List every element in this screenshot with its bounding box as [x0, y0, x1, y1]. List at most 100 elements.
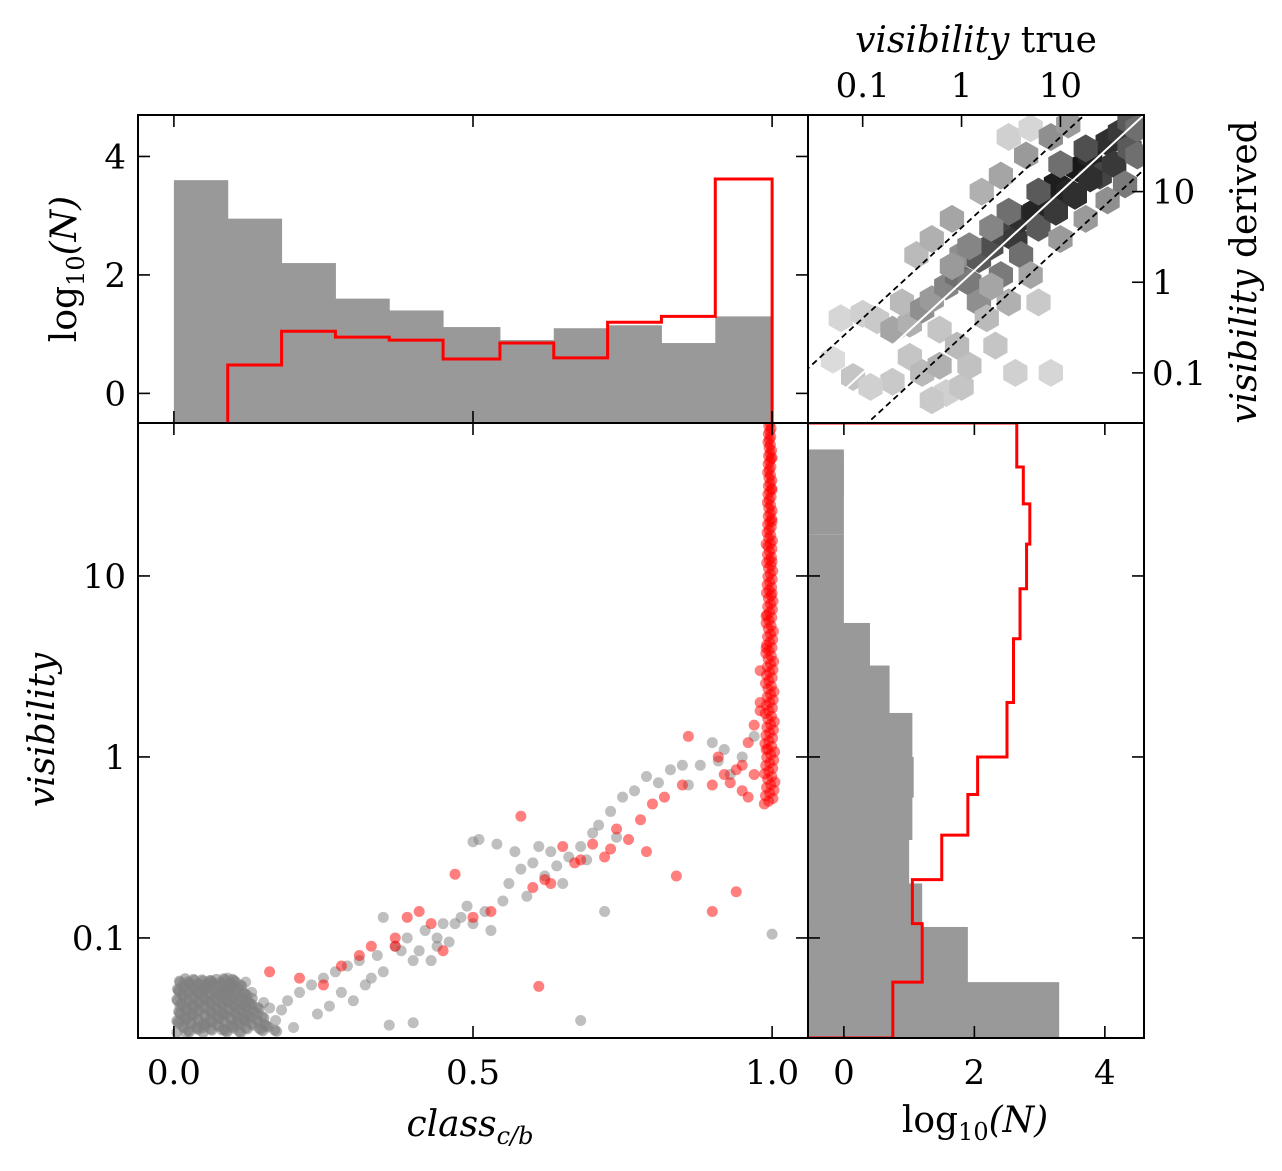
- scatter-point: [629, 785, 641, 797]
- right-gray-bar: [808, 982, 1060, 1038]
- scatter-point: [748, 719, 760, 731]
- top-ytick-label: 4: [104, 137, 126, 177]
- scatter-ytick-label: 10: [83, 557, 126, 597]
- scatter-point: [694, 759, 706, 771]
- scatter-point: [455, 911, 467, 923]
- hexbin-cell: [1048, 225, 1073, 253]
- top-gray-bar: [499, 340, 555, 423]
- top-histogram-red-step: [226, 177, 774, 423]
- scatter-point: [664, 764, 676, 776]
- right-histogram-gray-bars: [808, 449, 1060, 1038]
- scatter-xtick-label: 1.0: [745, 1053, 799, 1093]
- hexbin-reference-lines: [808, 115, 1144, 423]
- scatter-point: [760, 743, 772, 755]
- hexbin-cell: [979, 213, 1004, 242]
- hexbin-cell: [1073, 204, 1098, 233]
- scatter-point: [527, 857, 539, 869]
- hexbin-ytick-label: 10: [1152, 173, 1195, 213]
- scatter-point: [269, 1024, 281, 1036]
- scatter-point: [575, 854, 587, 866]
- scatter-point: [425, 918, 437, 930]
- scatter-point: [212, 988, 224, 1000]
- hexbin-cell: [979, 272, 1004, 301]
- hexbin-ytick-label: 1: [1152, 263, 1174, 303]
- hexbin-cell: [919, 386, 944, 415]
- scatter-point: [766, 484, 778, 496]
- scatter-point: [371, 949, 383, 961]
- scatter-point: [509, 846, 521, 858]
- scatter-point: [377, 911, 389, 923]
- scatter-point: [599, 905, 611, 917]
- scatter-point: [545, 846, 557, 858]
- scatter-point: [557, 877, 569, 889]
- right-gray-bar: [808, 622, 870, 667]
- scatter-point: [233, 1025, 245, 1037]
- scatter-point: [294, 986, 306, 998]
- top-gray-bar: [227, 218, 283, 423]
- scatter-point: [253, 1022, 265, 1034]
- scatter-point: [228, 1007, 240, 1019]
- right-histogram-xlabel: log10(N): [902, 1100, 1048, 1146]
- hexbin-cell: [927, 351, 952, 380]
- hexbin-cell: [1048, 150, 1073, 179]
- scatter-point: [173, 1006, 185, 1018]
- scatter-xlabel: classc/b: [407, 1104, 534, 1150]
- hexbin-cell: [1026, 177, 1051, 206]
- hexbin-cell: [1026, 288, 1051, 317]
- right-gray-bar: [808, 926, 968, 983]
- scatter-point: [587, 838, 599, 850]
- top-gray-bar: [715, 316, 773, 423]
- hexbin-cell: [939, 204, 965, 233]
- hexbin-xtick-label: 0.1: [836, 66, 890, 106]
- scatter-point: [587, 827, 599, 839]
- scatter-point: [754, 696, 766, 708]
- right-histogram-red-step: [808, 423, 1032, 1038]
- right-gray-bar: [808, 457, 844, 535]
- scatter-point: [294, 972, 306, 984]
- scatter-point: [389, 940, 401, 952]
- scatter-point: [724, 777, 736, 789]
- hexbin-top-xlabel: visibility true: [855, 20, 1097, 61]
- scatter-point: [605, 843, 617, 855]
- scatter-point: [551, 860, 563, 872]
- scatter-point: [383, 1019, 395, 1031]
- scatter-point: [533, 841, 545, 853]
- scatter-point: [497, 895, 509, 907]
- hexbin-cell: [889, 288, 915, 317]
- scatter-point: [533, 980, 545, 992]
- scatter-point: [605, 805, 617, 817]
- scatter-point: [712, 751, 724, 763]
- scatter-point: [347, 995, 359, 1007]
- scatter-point: [335, 960, 347, 972]
- scatter-point: [449, 868, 461, 880]
- scatter-point: [485, 924, 497, 936]
- scatter-point: [491, 838, 503, 850]
- hexbin-cell: [858, 372, 883, 401]
- hexbin-xtick-label: 1: [951, 66, 973, 106]
- scatter-point: [593, 819, 605, 831]
- scatter-point: [766, 452, 778, 464]
- hexbin-cell: [1018, 115, 1043, 143]
- scatter-point: [276, 1004, 288, 1016]
- scatter-point: [742, 737, 754, 749]
- top-gray-bar: [389, 310, 444, 423]
- scatter-point: [353, 949, 365, 961]
- hexbin-panel: 0.1 1 10 0.1 1 10 visibility true visibility …: [807, 20, 1265, 424]
- scatter-point: [401, 911, 413, 923]
- scatter-point: [766, 556, 778, 568]
- hexbin-cell: [1009, 241, 1034, 269]
- right-gray-bar: [808, 756, 914, 798]
- scatter-point: [218, 1024, 230, 1036]
- scatter-point: [485, 905, 497, 917]
- scatter-point: [377, 966, 389, 978]
- scatter-point: [748, 768, 760, 780]
- hexbin-cell: [944, 331, 970, 360]
- scatter-point: [238, 987, 250, 999]
- scatter-point: [676, 779, 688, 791]
- top-gray-bar: [173, 180, 229, 423]
- hexbin-cell: [949, 372, 974, 401]
- scatter-point: [736, 751, 748, 763]
- top-gray-bar: [443, 327, 501, 423]
- scatter-point: [766, 515, 778, 527]
